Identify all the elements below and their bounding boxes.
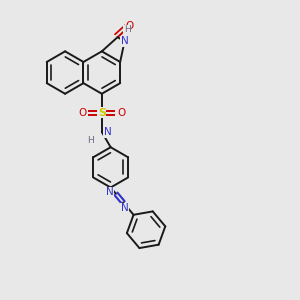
Text: N: N	[121, 36, 128, 46]
Text: H: H	[87, 136, 94, 145]
Text: S: S	[98, 108, 106, 118]
Text: N: N	[121, 203, 128, 213]
Text: N: N	[106, 187, 113, 197]
Text: H: H	[124, 25, 130, 34]
Text: O: O	[125, 21, 134, 31]
Text: N: N	[104, 127, 112, 137]
Text: O: O	[78, 108, 86, 118]
Text: O: O	[117, 108, 126, 118]
